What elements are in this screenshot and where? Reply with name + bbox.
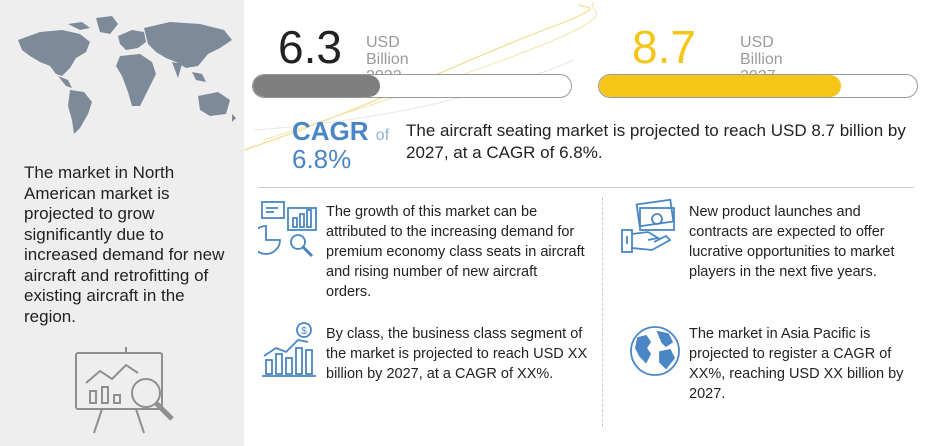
divider (602, 197, 603, 427)
cagr-label: CAGR of (292, 117, 389, 150)
presentation-board-icon (75, 347, 174, 434)
left-panel: The market in North American market is p… (0, 0, 244, 446)
progress-fill (253, 75, 381, 97)
north-america-insight: The market in North American market is p… (24, 163, 225, 326)
stat-value: 8.7 (632, 21, 696, 73)
progress-bar-2022 (252, 74, 572, 98)
decorative-swirl (244, 1, 597, 151)
divider (258, 187, 914, 188)
market-summary: The aircraft seating market is projected… (406, 121, 906, 162)
progress-fill (599, 75, 841, 97)
stat-value: 6.3 (278, 21, 342, 73)
growth-chart-icon (258, 201, 317, 258)
insight-growth: The growth of this market can be attribu… (326, 204, 585, 300)
cagr-value: 6.8% (292, 144, 352, 174)
progress-bar-2027 (598, 74, 918, 98)
globe-icon (630, 326, 680, 376)
stat-2027: 8.7 USD Billion 2027 (632, 21, 783, 85)
stat-2022: 6.3 USD Billion 2022 (278, 21, 409, 85)
cash-hand-icon (621, 198, 675, 253)
insight-opportunities: New product launches and contracts are e… (689, 204, 895, 280)
cagr-of-text: of (375, 127, 390, 144)
insight-asia-pacific: The market in Asia Pacific is projected … (689, 326, 904, 402)
svg-text:$: $ (301, 326, 307, 337)
content-area: 6.3 USD Billion 2022 8.7 USD Billion 202… (244, 0, 942, 446)
cagr-text: CAGR (292, 116, 369, 146)
unit-label: USD Billion (740, 34, 783, 68)
unit-label: USD Billion (366, 34, 409, 68)
world-map-icon (18, 16, 236, 134)
insight-business-class: By class, the business class segment of … (326, 326, 588, 382)
dollar-bar-chart-icon: $ (262, 322, 316, 377)
